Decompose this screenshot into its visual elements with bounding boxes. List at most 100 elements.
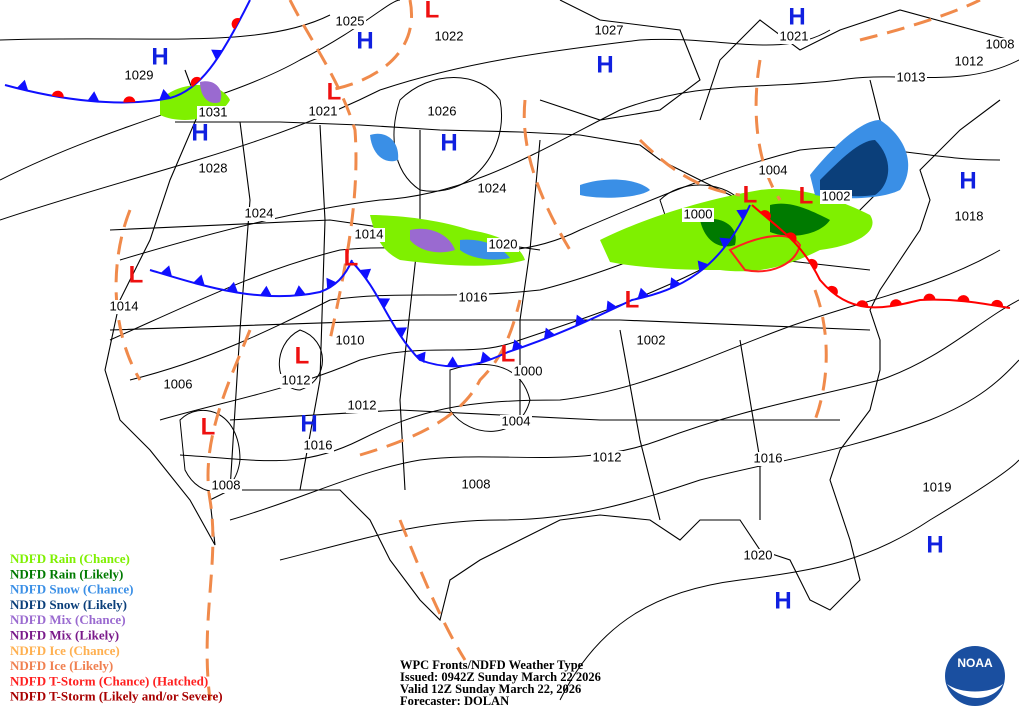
high-center: H [596, 51, 613, 78]
legend-entry: NDFD Rain (Likely) [10, 566, 123, 581]
footer-line: WPC Fronts/NDFD Weather Type [400, 658, 584, 672]
front-symbol [414, 351, 426, 364]
label-bg [426, 105, 458, 119]
label-bg [334, 334, 366, 348]
label-bg [243, 207, 275, 221]
low-center: L [625, 286, 640, 313]
label-bg [210, 479, 242, 493]
label-bg [512, 365, 544, 379]
front-symbol [637, 287, 650, 299]
low-center: L [129, 261, 144, 288]
front-symbol [669, 277, 681, 289]
low-center: L [425, 0, 440, 23]
front-symbol [697, 260, 709, 273]
isobar-label: 1012 [348, 397, 377, 412]
mix-area [410, 228, 455, 253]
isobar-label: 1025 [336, 13, 365, 28]
high-center: H [440, 129, 457, 156]
front-symbol [736, 209, 749, 221]
legend-entry: NDFD T-Storm (Chance) (Hatched) [10, 673, 208, 688]
front-symbol [123, 96, 136, 103]
legend-entry: NDFD Rain (Chance) [10, 551, 130, 566]
label-bg [487, 238, 519, 252]
label-bg [593, 24, 625, 38]
labels: 1025 1022 1027 1021 1008 1029 1031 1021 1026 1013… [10, 0, 1016, 708]
front-symbol [890, 299, 902, 307]
front-symbol [446, 356, 459, 367]
label-bg [682, 208, 714, 222]
front-symbol [293, 285, 306, 296]
label-bg [162, 378, 194, 392]
tstorm-area [728, 234, 802, 273]
isobar-label: 1013 [897, 69, 926, 84]
isobar-label: 1028 [199, 160, 228, 175]
isobar-label: 1024 [245, 205, 274, 220]
label-bg [334, 15, 366, 29]
isobar-label: 1019 [923, 479, 952, 494]
label-bg [742, 549, 774, 563]
label-bg [433, 30, 465, 44]
front-symbol [226, 281, 239, 293]
isobar-label: 1021 [780, 28, 809, 43]
label-bg [757, 164, 789, 178]
isobar-label: 1014 [110, 298, 139, 313]
legend-entry: NDFD Snow (Chance) [10, 582, 134, 597]
isobar-label: 1016 [459, 289, 488, 304]
label-bg [197, 106, 229, 120]
label-bg [346, 399, 378, 413]
troughs [114, 0, 981, 701]
label-bg [457, 291, 489, 305]
front-symbol [51, 90, 64, 98]
label-bg [197, 162, 229, 176]
rain-area-likely [770, 203, 830, 236]
label-bg [476, 182, 508, 196]
legend-entry: NDFD T-Storm (Likely and/or Severe) [10, 689, 223, 704]
low-center: L [799, 182, 814, 209]
isobar-label: 1010 [336, 332, 365, 347]
label-bg [984, 38, 1016, 52]
front-symbol [259, 285, 272, 297]
isobar-label: 1020 [744, 547, 773, 562]
high-center: H [191, 119, 208, 146]
legend-entry: NDFD Mix (Chance) [10, 612, 126, 627]
isobar-label: 1024 [478, 180, 507, 195]
label-bg [123, 69, 155, 83]
front-symbol [326, 277, 338, 290]
isobar-label: 1027 [595, 22, 624, 37]
isobar-label: 1000 [684, 206, 713, 221]
front-symbol [606, 300, 618, 313]
fronts [4, 0, 1011, 368]
label-bg [280, 374, 312, 388]
isobar-label: 1008 [986, 36, 1015, 51]
isobar-label: 1004 [502, 413, 531, 428]
front-symbol [395, 327, 407, 338]
precipitation [160, 81, 909, 273]
isobar-label: 1016 [754, 450, 783, 465]
front-symbol [359, 268, 372, 280]
front-symbol [511, 339, 524, 351]
isobar-label: 1002 [822, 188, 851, 203]
front-symbol [760, 210, 771, 220]
legend-entry: NDFD Mix (Likely) [10, 627, 119, 642]
front-symbol [231, 18, 241, 30]
label-bg [921, 481, 953, 495]
front-symbol [856, 300, 869, 308]
label-bg [307, 105, 339, 119]
front-symbol [575, 314, 587, 327]
label-bg [500, 415, 532, 429]
front-symbol [719, 237, 731, 249]
label-bg [895, 71, 927, 85]
legend-entry: NDFD Ice (Likely) [10, 658, 113, 673]
snow-area [580, 179, 650, 198]
front-symbol [378, 298, 391, 309]
high-center: H [151, 43, 168, 70]
isobar-label: 1012 [282, 372, 311, 387]
legend-entry: NDFD Snow (Likely) [10, 597, 127, 612]
high-center: H [926, 531, 943, 558]
front-symbol [193, 274, 205, 286]
label-bg [778, 30, 810, 44]
label-bg [353, 228, 385, 242]
isobar-label: 1000 [514, 363, 543, 378]
